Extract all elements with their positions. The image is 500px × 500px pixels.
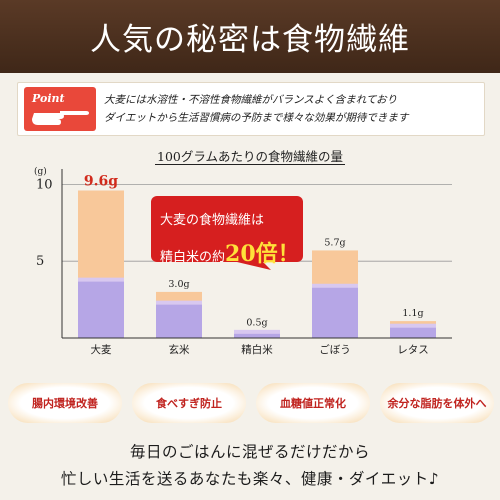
x-category-label: 大麦 (91, 343, 112, 356)
bar-lower-segment (390, 325, 436, 338)
callout-line-1: 大麦の食物繊維は (160, 213, 265, 228)
bar-value-label: 5.7g (324, 237, 345, 248)
footer-line-1: 毎日のごはんに混ぜるだけだから (129, 443, 370, 461)
bar-segment-divider (156, 300, 202, 305)
bar-lower-segment (156, 302, 202, 338)
bar-lower-segment (312, 285, 358, 338)
benefit-badge: 余分な脂肪を体外へ (380, 383, 494, 423)
bar-upper-segment (78, 190, 124, 280)
callout-line-2: 精白米の約20倍！ (160, 236, 300, 268)
bar-value-label: 0.5g (246, 317, 267, 328)
point-box: Point 大麦には水溶性・不溶性食物繊維がバランスよく含まれており ダイエット… (17, 82, 485, 136)
chart-title-text: 100グラムあたりの食物繊維の量 (155, 149, 345, 165)
bar-segment-divider (78, 277, 124, 282)
benefit-badge: 血糖値正常化 (256, 383, 370, 423)
bar-value-label: 3.0g (168, 279, 189, 290)
point-text: 大麦には水溶性・不溶性食物繊維がバランスよく含まれており ダイエットから生活習慣… (104, 91, 479, 127)
bar-upper-segment (312, 250, 358, 286)
x-category-label: ごぼう (319, 343, 351, 356)
bar-upper-segment (156, 291, 202, 303)
bar-lower-segment (78, 279, 124, 338)
header-banner: 人気の秘密は食物繊維 (0, 0, 500, 73)
y-unit-label: (g) (34, 166, 47, 177)
point-badge-label: Point (31, 92, 65, 105)
benefit-badge: 食べすぎ防止 (132, 383, 246, 423)
pointing-hand-icon: Point (24, 87, 96, 131)
chart-title: 100グラムあたりの食物繊維の量 (0, 146, 500, 165)
benefit-badge: 腸内環境改善 (8, 383, 122, 423)
callout-line-2-prefix: 精白米の約 (160, 250, 226, 265)
y-tick-label: 10 (36, 177, 53, 192)
bar-value-label: 1.1g (402, 308, 423, 319)
callout-bubble (151, 196, 303, 270)
point-line-2: ダイエットから生活習慣病の予防まで様々な効果が期待できます (104, 112, 409, 124)
bar-segment-divider (234, 329, 280, 334)
callout-emphasis: 20倍！ (225, 241, 300, 267)
bar-lower-segment (234, 331, 280, 338)
x-category-label: 玄米 (169, 343, 190, 356)
header-title: 人気の秘密は食物繊維 (90, 22, 410, 58)
x-category-label: 精白米 (241, 343, 273, 356)
y-tick-label: 5 (36, 254, 44, 269)
fiber-bar-chart: (g) 5 10 9.6g 大麦 3.0g 玄米 0.5g 精白米 5.7g ごぼう 1.1g レタス (34, 166, 452, 356)
point-line-1: 大麦には水溶性・不溶性食物繊維がバランスよく含まれており (104, 94, 398, 106)
x-category-label: レタス (397, 344, 429, 356)
bar-value-label: 9.6g (84, 174, 118, 190)
bar-segment-divider (312, 283, 358, 288)
bar-segment-divider (390, 323, 436, 328)
bar-upper-segment (390, 321, 436, 326)
footer-line-2: 忙しい生活を送るあなたも楽々、健康・ダイエット♪ (60, 470, 440, 488)
benefit-badges: 腸内環境改善 食べすぎ防止 血糖値正常化 余分な脂肪を体外へ (8, 383, 494, 425)
